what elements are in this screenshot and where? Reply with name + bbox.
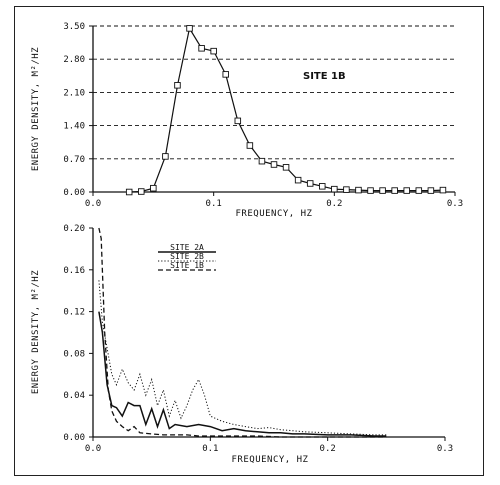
y-tick-label: 1.40	[63, 122, 85, 132]
legend-label: SITE 2B	[170, 252, 204, 261]
figure-frame	[14, 6, 484, 476]
site-1b-annotation: SITE 1B	[303, 71, 346, 82]
data-point-marker	[270, 161, 278, 168]
x-tick-label: 0.2	[320, 444, 336, 454]
data-point-marker	[343, 186, 350, 193]
x-tick-label: 0.3	[447, 199, 463, 209]
data-point-marker	[331, 185, 338, 193]
data-point-marker	[258, 157, 266, 165]
data-point-marker	[294, 176, 302, 184]
data-point-marker	[198, 45, 205, 52]
data-point-marker	[210, 47, 217, 55]
y-tick-label: 0.12	[63, 308, 85, 318]
top-x-axis-label: FREQUENCY, HZ	[236, 209, 313, 219]
chart-bottom: 0.00 0.04 0.08 0.12 0.16 0.20 0.0 0.1 0.2 0.3 FR…	[31, 224, 453, 465]
x-tick-label: 0.1	[202, 444, 218, 454]
data-point-marker	[355, 186, 362, 194]
bottom-y-tick-labels: 0.00 0.04 0.08 0.12 0.16 0.20	[63, 224, 93, 443]
data-point-marker	[222, 71, 229, 78]
data-point-marker	[415, 187, 423, 194]
y-tick-label: 0.16	[63, 266, 85, 276]
x-tick-label: 0.1	[206, 199, 222, 209]
y-tick-label: 2.10	[63, 88, 85, 98]
top-series	[125, 25, 447, 196]
data-point-marker	[367, 187, 374, 194]
y-tick-label: 0.20	[63, 224, 85, 234]
series-line-site-2a	[98, 311, 387, 437]
y-tick-label: 0.70	[63, 155, 85, 165]
y-tick-label: 0.08	[63, 349, 85, 359]
chart-top: 0.00 0.70 1.40 2.10 2.80 3.50 0.0 0.1 0.2 0.3 FR…	[31, 22, 463, 219]
data-point-marker	[125, 188, 133, 196]
y-tick-label: 0.04	[63, 391, 85, 401]
data-point-marker	[234, 117, 242, 125]
x-tick-label: 0.0	[85, 199, 101, 209]
bottom-series	[98, 227, 387, 438]
data-point-marker	[319, 183, 326, 190]
data-point-marker	[282, 164, 290, 171]
y-tick-label: 3.50	[63, 22, 85, 32]
series-line-site-2b	[98, 280, 387, 436]
data-point-marker	[246, 142, 254, 149]
bottom-y-axis-label: ENERGY DENSITY, M²/HZ	[31, 270, 41, 394]
data-point-marker	[391, 187, 398, 194]
x-tick-label: 0.3	[437, 444, 453, 454]
data-point-marker	[150, 184, 157, 192]
legend-label: SITE 2A	[170, 243, 204, 252]
x-tick-label: 0.2	[326, 199, 342, 209]
series-line-site-1b	[98, 227, 387, 438]
x-tick-label: 0.0	[85, 444, 101, 454]
top-y-axis-label: ENERGY DENSITY, M²/HZ	[31, 47, 41, 171]
data-point-marker	[306, 180, 314, 187]
bottom-x-axis-label: FREQUENCY, HZ	[232, 455, 309, 465]
data-point-marker	[174, 82, 181, 89]
top-y-tick-labels: 0.00 0.70 1.40 2.10 2.80 3.50	[63, 22, 93, 198]
top-x-tick-labels: 0.0 0.1 0.2 0.3	[85, 192, 463, 209]
y-tick-label: 0.00	[63, 433, 85, 443]
data-point-marker	[403, 187, 410, 194]
data-point-marker	[427, 187, 435, 194]
y-tick-label: 2.80	[63, 55, 85, 65]
data-point-marker	[439, 186, 447, 194]
y-tick-label: 0.00	[63, 188, 85, 198]
data-point-marker	[162, 153, 169, 160]
top-gridlines	[93, 25, 455, 160]
data-point-marker	[138, 188, 145, 195]
bottom-x-tick-labels: 0.0 0.1 0.2 0.3	[85, 437, 453, 454]
data-point-marker	[379, 187, 386, 194]
data-point-marker	[186, 25, 193, 32]
legend-label: SITE 1B	[170, 261, 204, 270]
